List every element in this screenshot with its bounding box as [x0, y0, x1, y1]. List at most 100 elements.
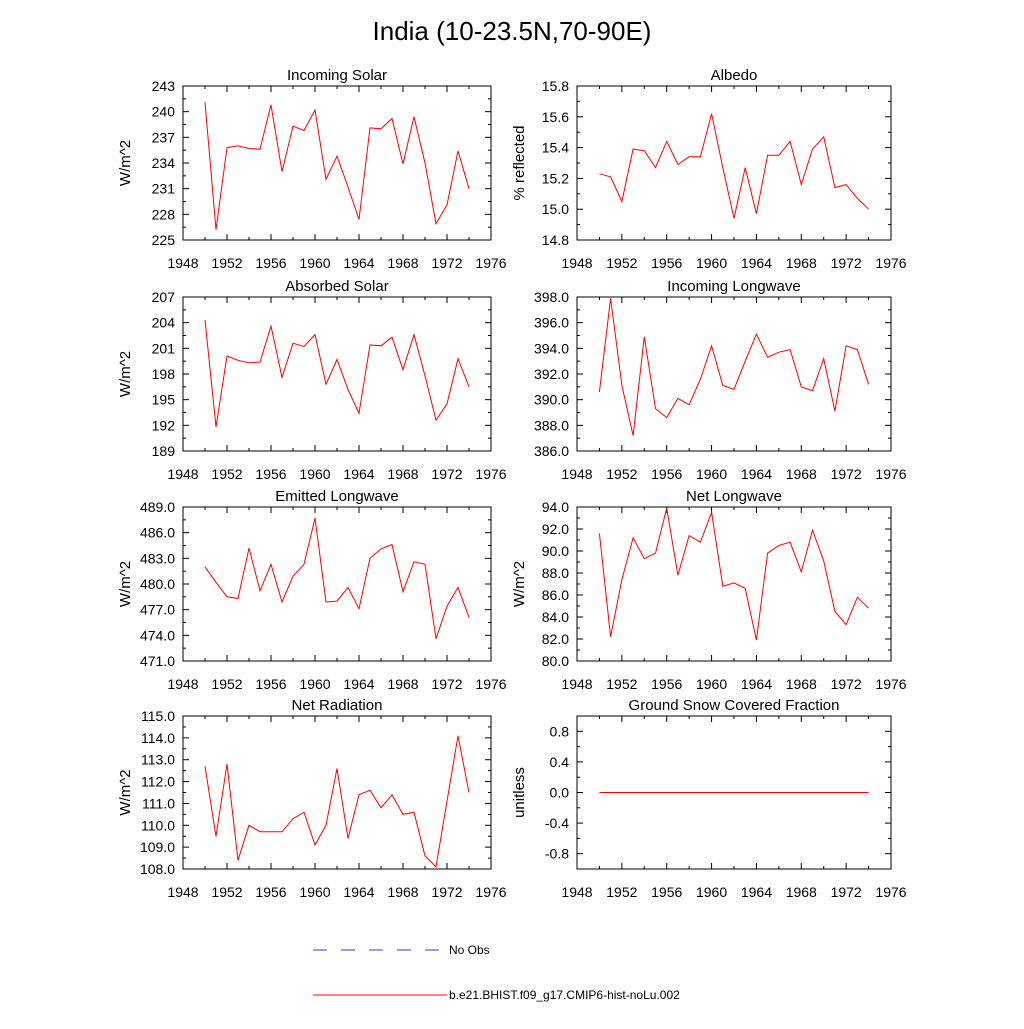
x-tick-label: 1956	[255, 466, 286, 482]
x-tick-label: 1964	[741, 255, 772, 271]
x-tick-label: 1976	[875, 255, 906, 271]
x-tick-label: 1948	[561, 676, 592, 692]
y-tick-label: 14.8	[542, 232, 569, 248]
y-tick-label: 189	[152, 443, 176, 459]
panel-title: Albedo	[711, 67, 758, 84]
x-tick-label: 1972	[831, 466, 862, 482]
x-tick-label: 1956	[255, 676, 286, 692]
y-tick-label: 231	[152, 181, 176, 197]
panel-title: Net Longwave	[686, 488, 782, 505]
x-tick-label: 1960	[696, 676, 727, 692]
series-line	[598, 507, 869, 641]
x-tick-label: 1968	[387, 884, 418, 900]
x-tick-label: 1960	[696, 255, 727, 271]
y-tick-label: 240	[152, 104, 176, 120]
y-tick-label: 0.8	[550, 723, 570, 739]
y-tick-label: 390.0	[534, 392, 569, 408]
y-tick-label: -0.8	[545, 846, 569, 862]
y-axis-label: W/m^2	[117, 769, 134, 815]
x-tick-label: 1956	[255, 884, 286, 900]
x-tick-label: 1948	[561, 884, 592, 900]
y-tick-label: 15.0	[542, 201, 569, 217]
y-tick-label: 477.0	[140, 602, 175, 618]
y-axis-label: W/m^2	[117, 561, 134, 607]
x-tick-label: 1972	[431, 884, 462, 900]
y-tick-label: 388.0	[534, 417, 569, 433]
x-tick-label: 1968	[387, 466, 418, 482]
y-tick-label: 84.0	[542, 609, 569, 625]
y-tick-label: 15.6	[542, 109, 569, 125]
y-tick-label: 204	[152, 315, 176, 331]
legend-no-obs-label: No Obs	[449, 943, 490, 957]
y-tick-label: 15.2	[542, 170, 569, 186]
x-tick-label: 1952	[606, 884, 637, 900]
plot-frame	[182, 506, 492, 662]
y-tick-label: 115.0	[141, 708, 175, 724]
y-tick-label: 198	[152, 366, 176, 382]
x-tick-label: 1956	[651, 884, 682, 900]
y-tick-label: 225	[152, 232, 176, 248]
y-tick-label: 195	[152, 392, 176, 408]
x-tick-label: 1968	[786, 676, 817, 692]
chart-panel-8: Ground Snow Covered Fraction unitless 1948…	[511, 697, 907, 900]
y-tick-label: 237	[152, 129, 176, 145]
panel-title: Incoming Longwave	[667, 278, 800, 295]
x-tick-label: 1964	[343, 255, 374, 271]
x-tick-label: 1952	[211, 884, 242, 900]
y-tick-label: 243	[152, 78, 176, 94]
x-tick-label: 1972	[431, 255, 462, 271]
x-tick-label: 1968	[786, 255, 817, 271]
x-tick-label: 1948	[167, 676, 198, 692]
x-tick-label: 1968	[786, 466, 817, 482]
chart-panel-4: Incoming Longwave 1948 1952 1956 1960 1964 196…	[534, 278, 907, 482]
x-tick-label: 1956	[255, 255, 286, 271]
x-tick-label: 1960	[299, 676, 330, 692]
x-tick-label: 1952	[211, 255, 242, 271]
x-tick-label: 1948	[167, 884, 198, 900]
y-tick-label: 112.0	[141, 774, 175, 790]
panel-title: Incoming Solar	[287, 67, 387, 84]
x-tick-label: 1976	[475, 676, 506, 692]
y-tick-label: 394.0	[534, 340, 569, 356]
x-tick-label: 1960	[299, 884, 330, 900]
x-tick-label: 1964	[343, 676, 374, 692]
y-tick-label: 474.0	[140, 627, 175, 643]
x-tick-label: 1956	[651, 676, 682, 692]
y-tick-label: 201	[152, 340, 176, 356]
series-line	[204, 517, 470, 639]
x-tick-label: 1948	[167, 255, 198, 271]
x-tick-label: 1964	[343, 466, 374, 482]
y-tick-label: 90.0	[542, 543, 569, 559]
y-tick-label: 108.0	[140, 861, 175, 877]
x-tick-label: 1976	[875, 884, 906, 900]
y-tick-label: 471.0	[140, 653, 175, 669]
x-tick-label: 1960	[299, 255, 330, 271]
x-tick-label: 1948	[167, 466, 198, 482]
x-tick-label: 1948	[561, 255, 592, 271]
x-tick-label: 1952	[606, 466, 637, 482]
x-tick-label: 1976	[475, 884, 506, 900]
x-tick-label: 1964	[741, 466, 772, 482]
y-tick-label: 489.0	[140, 499, 175, 515]
y-axis-label: W/m^2	[511, 561, 528, 607]
y-tick-label: 94.0	[542, 499, 569, 515]
x-tick-label: 1976	[875, 676, 906, 692]
chart-panel-3: Absorbed Solar W/m^2 1948 1952 1956 1960 1964 1…	[117, 278, 507, 482]
y-tick-label: 398.0	[534, 289, 569, 305]
x-tick-label: 1960	[696, 884, 727, 900]
x-tick-label: 1956	[651, 466, 682, 482]
y-tick-label: 0.0	[550, 785, 570, 801]
y-tick-label: 15.4	[542, 140, 569, 156]
x-tick-label: 1948	[561, 466, 592, 482]
panels: Incoming Solar W/m^2 1948 1952 1956 1960 1964 1…	[117, 67, 907, 900]
series-line	[204, 735, 470, 868]
y-tick-label: 486.0	[140, 525, 175, 541]
x-tick-label: 1976	[475, 466, 506, 482]
y-tick-label: 114.0	[141, 730, 175, 746]
y-tick-label: 386.0	[534, 443, 569, 459]
y-tick-label: 480.0	[140, 576, 175, 592]
y-axis-label: % reflected	[511, 125, 528, 200]
x-tick-label: 1952	[606, 255, 637, 271]
chart-panel-2: Albedo % reflected 1948 1952 1956 1960 1964 196…	[511, 67, 907, 271]
